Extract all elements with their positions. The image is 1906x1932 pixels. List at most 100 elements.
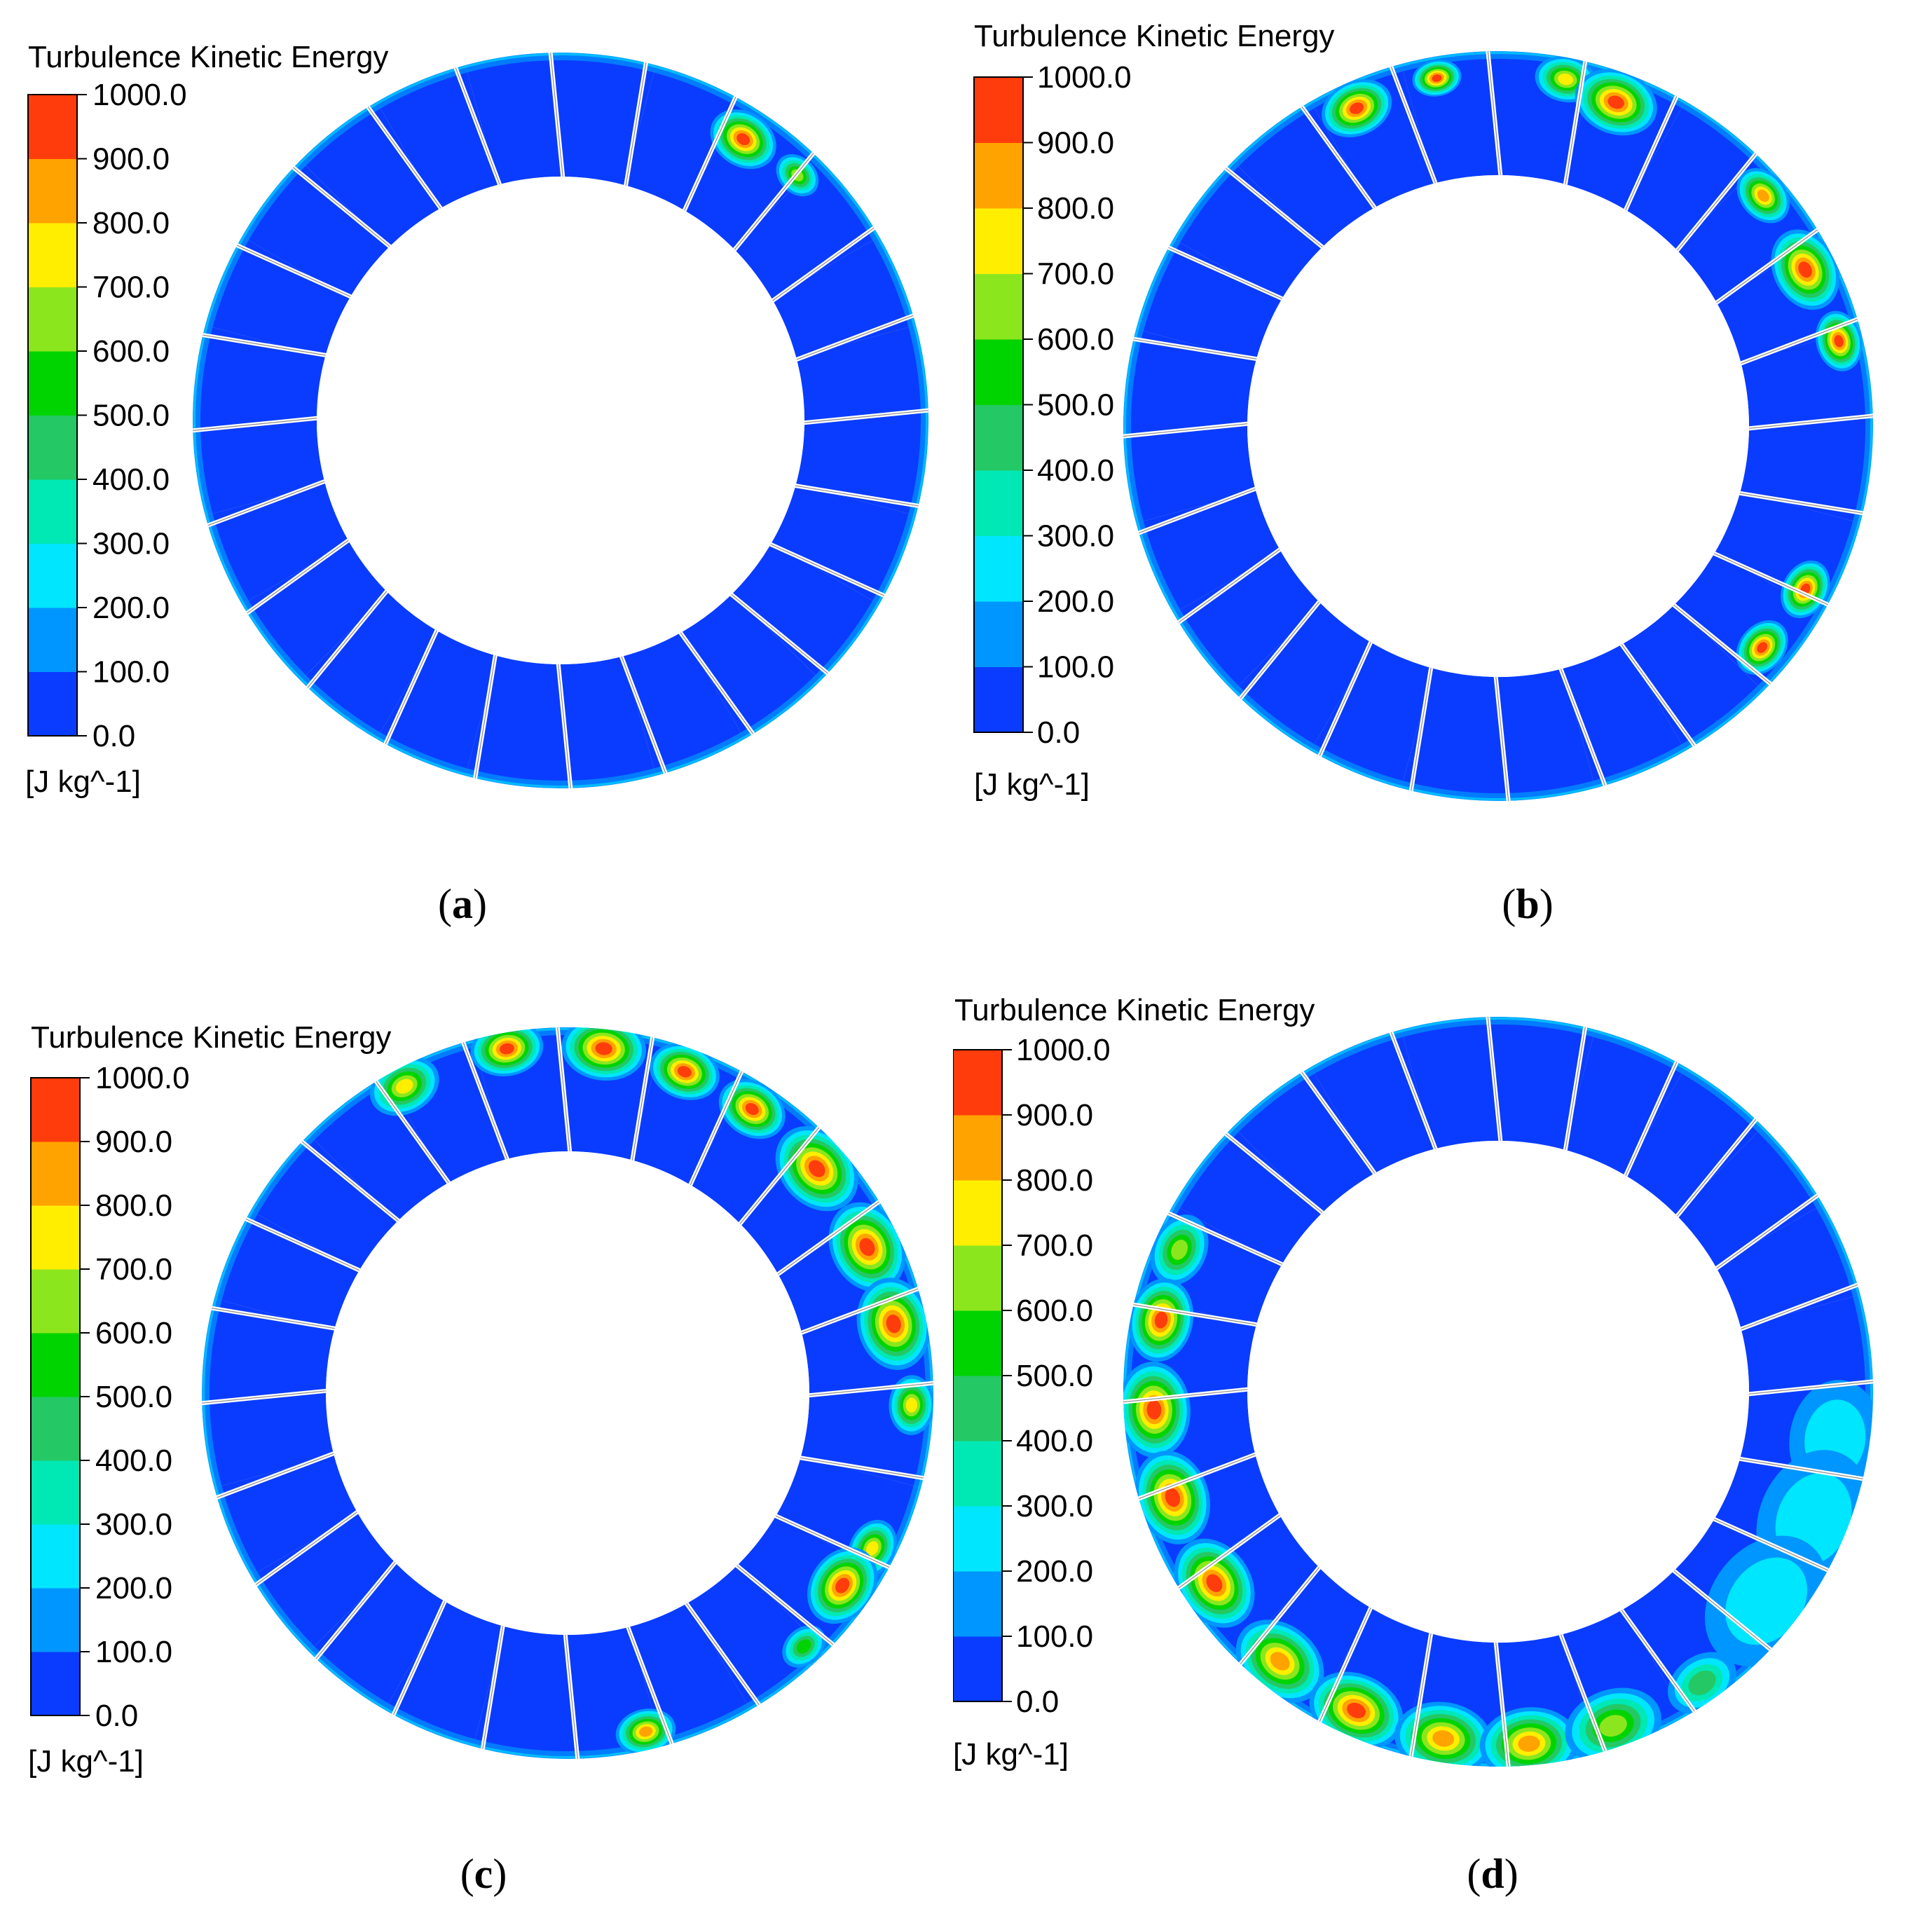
blade-edge bbox=[1714, 228, 1821, 305]
blade-edge bbox=[454, 64, 502, 188]
colorbar-band bbox=[28, 671, 77, 737]
blade-edge bbox=[775, 1199, 882, 1277]
blade-edge bbox=[557, 661, 572, 788]
colorbar-tick-label: 200.0 bbox=[92, 591, 170, 625]
colorbar-band bbox=[953, 1571, 1002, 1637]
blade-edge bbox=[806, 1382, 933, 1397]
blade-edge bbox=[1738, 317, 1860, 365]
blade-edge bbox=[1746, 415, 1873, 430]
colorbar-band bbox=[953, 1376, 1002, 1441]
contour-level bbox=[1834, 335, 1844, 348]
colorbar-band bbox=[28, 287, 77, 352]
contour-level bbox=[1757, 189, 1769, 202]
blade-edge bbox=[366, 104, 443, 211]
blade-edge bbox=[683, 94, 738, 214]
blade-edge bbox=[1390, 1029, 1437, 1152]
blade-edge bbox=[732, 151, 816, 252]
passage bbox=[385, 1602, 505, 1747]
contour-level bbox=[808, 1160, 825, 1177]
blade-edge bbox=[462, 1039, 509, 1162]
colorbar-tick-label: 200.0 bbox=[95, 1571, 172, 1605]
colorbar-band bbox=[31, 1078, 80, 1142]
colorbar-band bbox=[28, 415, 77, 480]
contour-level bbox=[1270, 1652, 1290, 1671]
contour-field bbox=[1123, 1017, 1873, 1767]
plot-title: Turbulence Kinetic Energy bbox=[31, 1020, 391, 1055]
blade-edge bbox=[1495, 673, 1509, 801]
ring-group bbox=[193, 53, 928, 788]
outer-wall-edge bbox=[1123, 51, 1873, 801]
blade-edge bbox=[1238, 1565, 1322, 1667]
contour-level bbox=[1206, 1574, 1223, 1592]
colorbar-tick-label: 500.0 bbox=[1016, 1359, 1093, 1393]
contour-level bbox=[745, 1103, 759, 1116]
passage bbox=[1740, 1294, 1873, 1392]
blade-edge bbox=[202, 1390, 329, 1404]
passage bbox=[624, 64, 745, 210]
blade-edge bbox=[793, 314, 917, 362]
contour-field bbox=[1123, 51, 1873, 801]
contour-plot-d: Turbulence Kinetic Energy [J kg^-1] (d) … bbox=[953, 993, 1873, 1897]
blade-edge bbox=[770, 226, 877, 303]
passage bbox=[1123, 426, 1256, 523]
blade-edge bbox=[474, 652, 497, 781]
colorbar-tick-label: 800.0 bbox=[92, 206, 170, 240]
hotspot bbox=[1412, 60, 1462, 97]
outer-wall-layer bbox=[193, 53, 928, 788]
ring-group bbox=[1123, 51, 1873, 801]
passage bbox=[1563, 1029, 1686, 1174]
colorbar-tick-label: 100.0 bbox=[92, 655, 170, 690]
colorbar-band bbox=[28, 543, 77, 608]
colorbar-tick-label: 0.0 bbox=[1016, 1685, 1059, 1719]
blade-edge bbox=[1671, 1568, 1774, 1652]
colorbar-band bbox=[31, 1333, 80, 1397]
blade-edge bbox=[1675, 151, 1758, 253]
colorbar-tick-label: 900.0 bbox=[92, 142, 170, 177]
blade-edge bbox=[1318, 639, 1373, 759]
blade-edge bbox=[1223, 1132, 1325, 1215]
contour-level bbox=[1757, 642, 1768, 653]
hotspot bbox=[889, 1375, 933, 1435]
contour-level bbox=[905, 1397, 918, 1413]
colorbar-tick-label: 600.0 bbox=[1016, 1294, 1093, 1328]
blade-edge bbox=[205, 479, 328, 527]
panel-caption: (d) bbox=[1467, 1851, 1518, 1897]
colorbar-tick-label: 100.0 bbox=[1037, 650, 1114, 685]
blade-edge bbox=[1136, 1453, 1259, 1500]
blade-edge bbox=[1559, 1631, 1607, 1754]
blade-edge bbox=[626, 1624, 673, 1747]
colorbar-tick-label: 200.0 bbox=[1037, 584, 1114, 619]
blade-edge bbox=[193, 417, 320, 432]
panel-caption: (c) bbox=[460, 1851, 507, 1897]
blade-edge bbox=[245, 538, 351, 615]
hotspot bbox=[807, 1547, 878, 1624]
blade-edge bbox=[209, 1307, 338, 1329]
contour-level bbox=[859, 1238, 875, 1256]
blade-edge bbox=[1123, 1388, 1251, 1403]
blade-edge bbox=[234, 243, 354, 299]
blade-edge bbox=[481, 1623, 504, 1752]
outer-wall-edge bbox=[193, 53, 928, 788]
hotspot bbox=[1174, 1538, 1255, 1628]
blade-edge bbox=[373, 1078, 451, 1186]
contour-level bbox=[595, 1042, 612, 1055]
colorbar-band bbox=[28, 95, 77, 159]
panel-caption: (b) bbox=[1502, 881, 1553, 927]
blade-edge bbox=[1619, 1608, 1696, 1714]
contour-level bbox=[1432, 74, 1442, 82]
contour-level bbox=[499, 1043, 514, 1055]
contour-level bbox=[1607, 95, 1624, 109]
plot-title: Turbulence Kinetic Energy bbox=[954, 993, 1315, 1027]
passage bbox=[205, 236, 350, 357]
colorbar-band bbox=[953, 1180, 1002, 1246]
blade-edge bbox=[253, 1509, 360, 1587]
hotspot bbox=[1575, 69, 1657, 136]
colorbar-tick-label: 1000.0 bbox=[1016, 1033, 1111, 1067]
colorbar-band bbox=[31, 1524, 80, 1589]
colorbar-tick-label: 700.0 bbox=[92, 270, 170, 305]
blade-edge bbox=[1736, 492, 1866, 514]
blade-edge bbox=[1711, 551, 1831, 606]
ring-group bbox=[202, 1027, 933, 1759]
blade-edge bbox=[1165, 246, 1285, 301]
blade-edge bbox=[1165, 1212, 1285, 1266]
